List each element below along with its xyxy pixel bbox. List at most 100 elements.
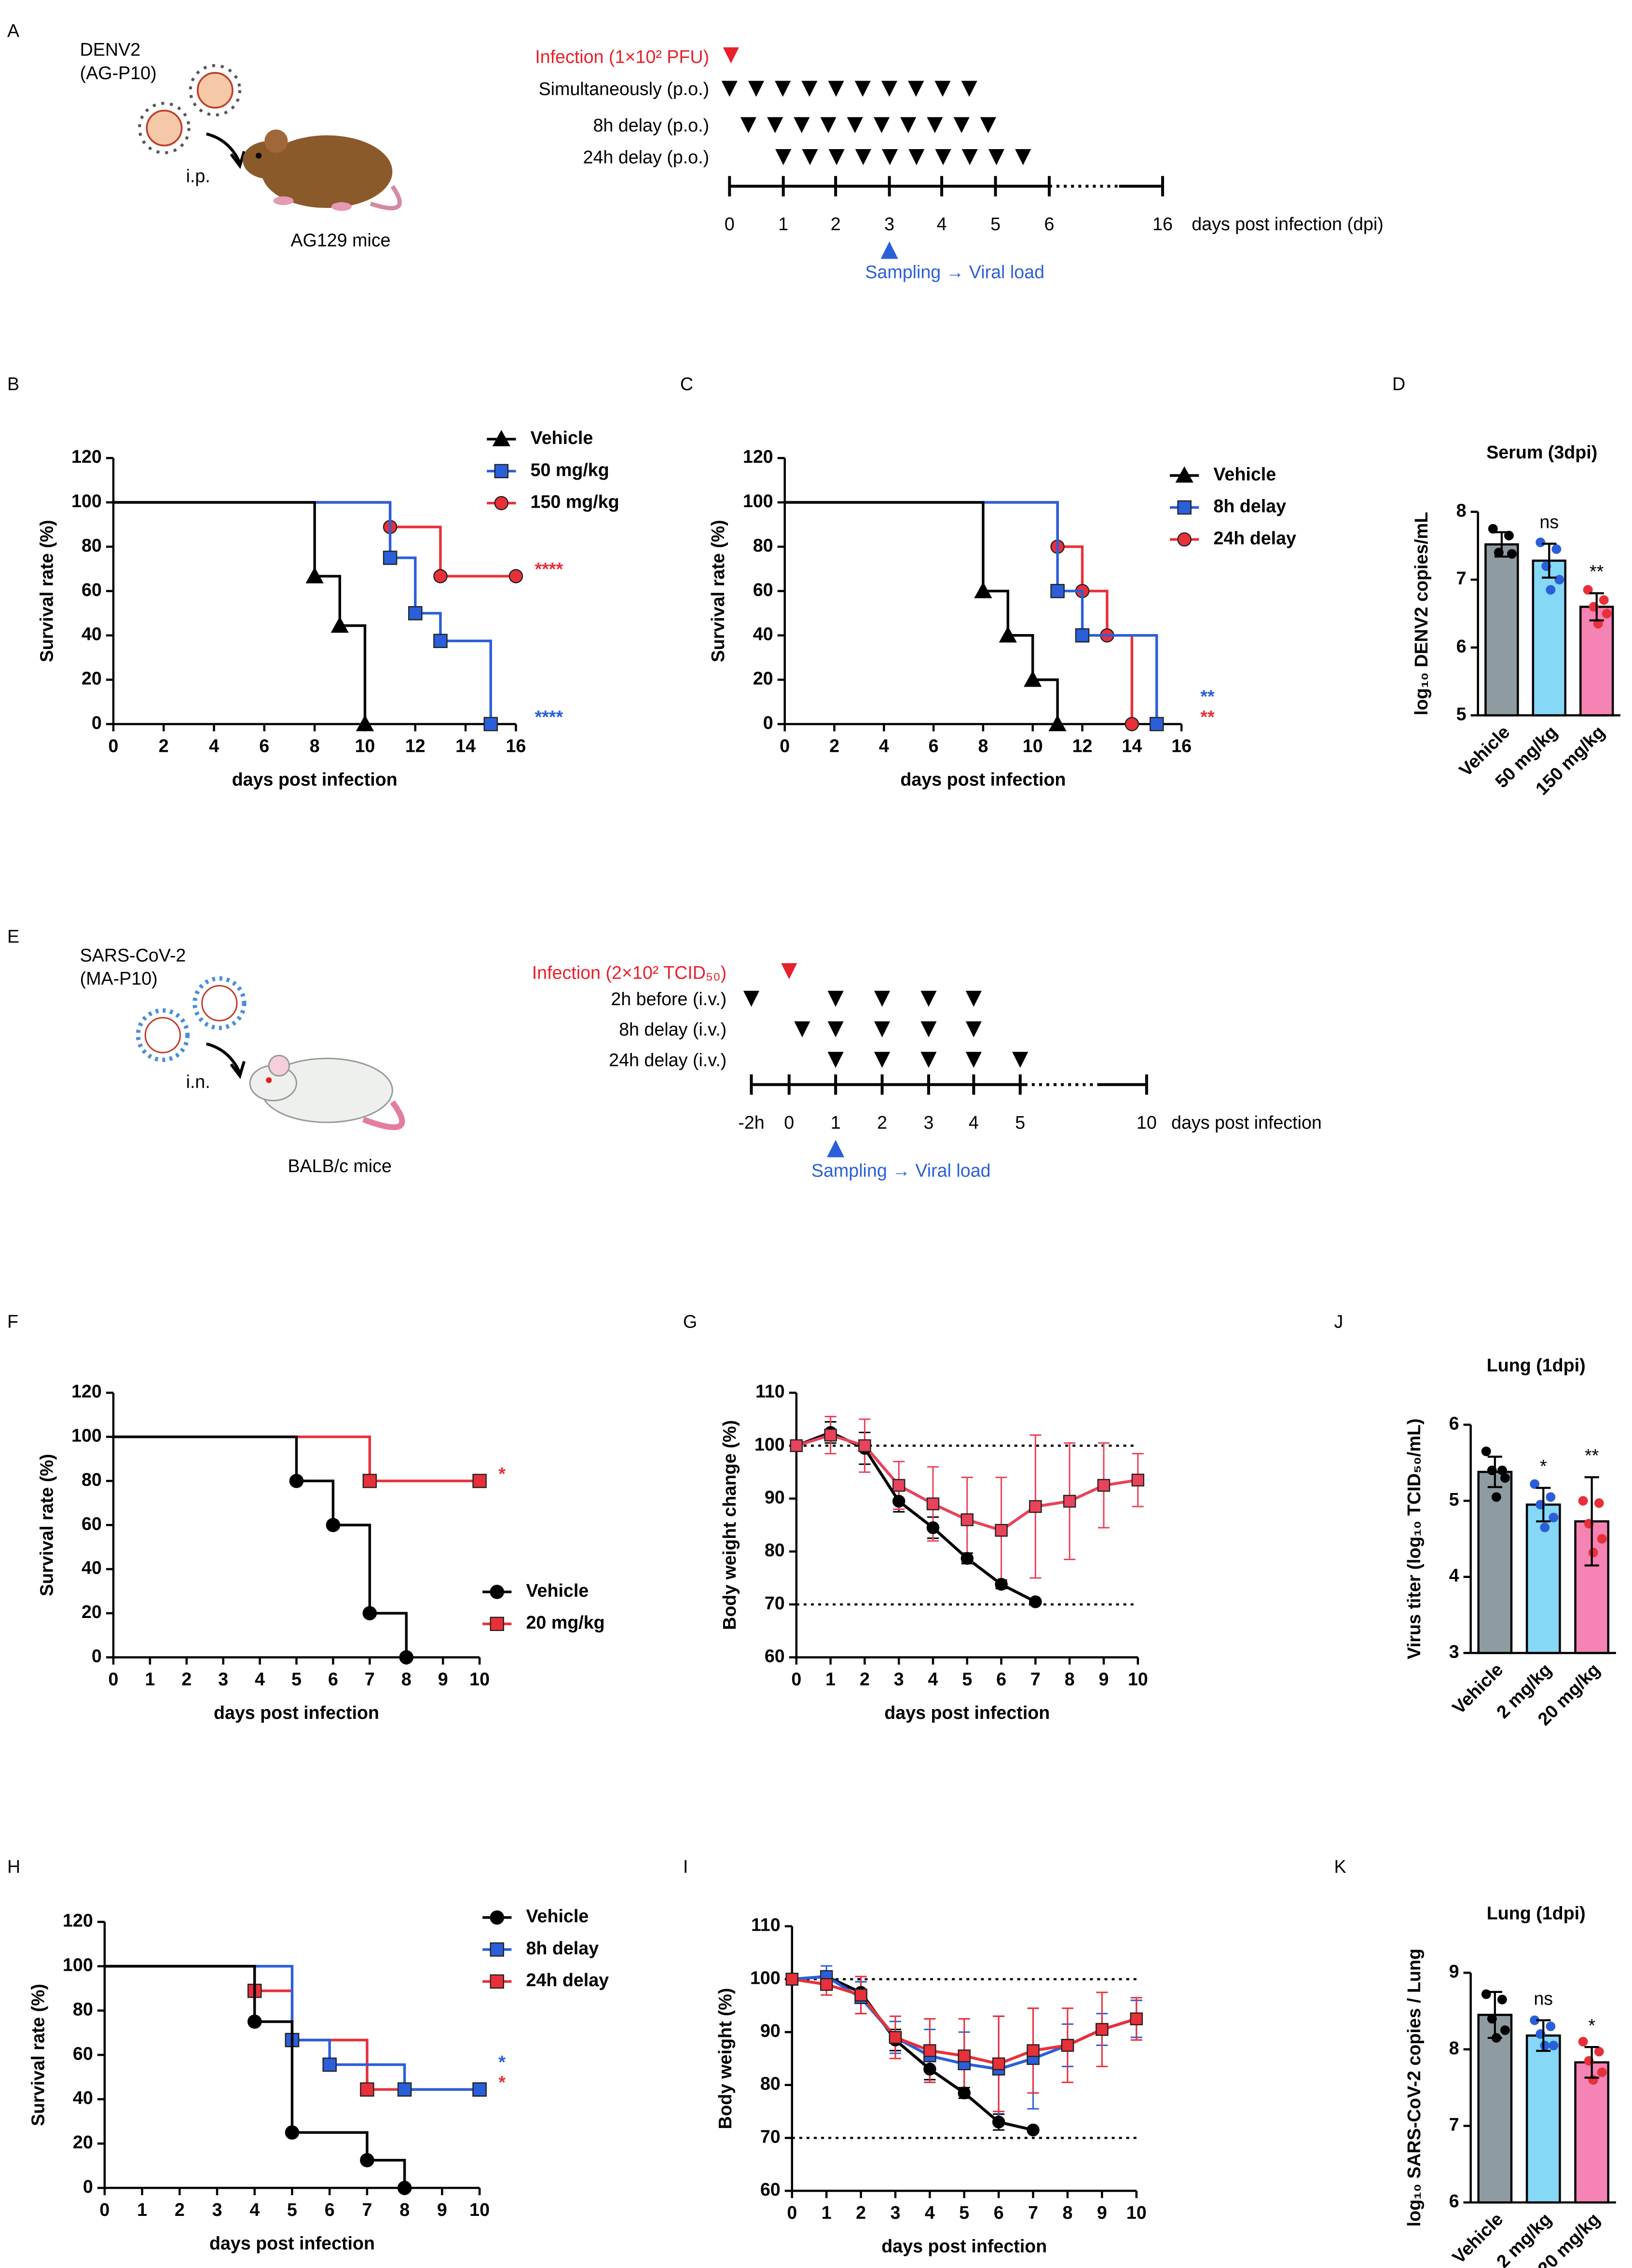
virus-strain: (MA-P10) (80, 968, 158, 989)
marker (1097, 1479, 1111, 1492)
x-tick-label: 10 (355, 736, 375, 756)
significance-label: ns (1539, 512, 1559, 532)
timeline-label: 1 (831, 1112, 841, 1133)
marker (1096, 2023, 1109, 2036)
survival-step (390, 556, 417, 613)
dose-arrow (1012, 1051, 1029, 1068)
marker (889, 2031, 902, 2044)
dose-arrow (980, 117, 996, 133)
dose-arrow (934, 81, 951, 97)
timeline-label: 6 (1044, 214, 1055, 234)
panel-label: B (7, 374, 19, 394)
data-point (1530, 1479, 1540, 1489)
x-axis-label: days post infection (884, 1702, 1050, 1723)
dose-arrow (801, 81, 818, 97)
x-tick-label: 14 (455, 736, 476, 756)
timeline-label: 4 (937, 214, 947, 234)
marker (892, 1494, 905, 1508)
marker (483, 717, 498, 732)
y-axis-label: log₁₀ SARS-CoV-2 copies / Lung (1404, 1949, 1424, 2227)
y-axis-label: Body weight (%) (715, 1988, 735, 2130)
infection-arrow (781, 963, 797, 980)
x-tick-label: 5 (287, 2199, 297, 2220)
x-tick-label: 5 (291, 1669, 302, 1689)
dose-arrow (988, 149, 1005, 166)
dose-arrow (740, 117, 756, 133)
significance-label: * (1588, 2015, 1595, 2035)
survival-step (1107, 634, 1134, 724)
marker (958, 2086, 971, 2100)
x-tick-label: 0 (109, 1669, 119, 1689)
timeline-label: -2h (738, 1112, 764, 1133)
data-point (1551, 544, 1562, 554)
significance-label: ** (1585, 1445, 1599, 1466)
y-tick-label: 100 (754, 1434, 785, 1454)
legend-marker (490, 1585, 505, 1599)
y-tick-label: 90 (760, 2020, 781, 2041)
timeline-label: 16 (1152, 214, 1173, 234)
marker (285, 2125, 300, 2140)
dose-arrow (873, 117, 890, 133)
bar (1525, 2034, 1561, 2204)
timeline-axis-label: days post infection (1171, 1112, 1322, 1133)
marker (960, 1552, 974, 1565)
significance-label: ** (1590, 561, 1604, 581)
marker (1027, 2044, 1040, 2057)
x-axis-label: days post infection (900, 769, 1066, 789)
y-tick-label: 100 (63, 1955, 93, 1975)
x-tick-label: 8 (1062, 2202, 1072, 2223)
marker (247, 2014, 262, 2029)
error-bar (1584, 2046, 1599, 2079)
survival-step (315, 575, 342, 626)
data-point (1507, 549, 1517, 559)
survival-step (254, 1989, 294, 2040)
y-tick-label: 40 (753, 624, 773, 644)
x-tick-label: 4 (249, 2199, 260, 2220)
survival-step (292, 2038, 331, 2065)
marker (326, 1518, 341, 1533)
y-tick-label: 6 (1449, 1413, 1459, 1433)
dose-arrow (900, 117, 917, 133)
y-tick-label: 8 (1456, 500, 1467, 521)
dose-arrow (874, 1051, 891, 1068)
marker (362, 1606, 377, 1620)
data-point (1481, 1989, 1491, 1999)
bar (1574, 2061, 1610, 2204)
virus-icons-e (136, 976, 247, 1079)
marker (1131, 1473, 1145, 1487)
x-tick-label: 2 (181, 1669, 192, 1689)
virus-name: DENV2 (80, 40, 141, 60)
dose-arrow (828, 149, 845, 166)
legend-marker (494, 496, 509, 511)
survival-step (113, 1435, 371, 1481)
survival-step (113, 1435, 298, 1481)
regimen-label: 8h delay (p.o.) (593, 115, 709, 135)
y-tick-label: 80 (753, 535, 773, 555)
data-point (1549, 2040, 1559, 2050)
x-tick-label: 12 (405, 736, 425, 756)
marker (958, 2049, 971, 2062)
data-point (1588, 2075, 1598, 2085)
error-bar (1589, 592, 1604, 622)
bar (1525, 1503, 1561, 1654)
timeline-label: 3 (884, 214, 894, 234)
marker (992, 2057, 1005, 2071)
dose-arrow (827, 991, 844, 1007)
dose-arrow (965, 991, 982, 1007)
survival-step (415, 612, 442, 641)
error-bar (1542, 542, 1557, 579)
x-tick-label: 9 (1097, 2202, 1107, 2223)
y-tick-label: 20 (73, 2132, 93, 2152)
marker (472, 2082, 487, 2097)
dose-arrow (881, 81, 898, 97)
legend-marker (494, 464, 509, 479)
dose-arrow (743, 991, 760, 1007)
significance-label: * (498, 1464, 506, 1484)
y-tick-label: 7 (1456, 568, 1467, 588)
data-point (1597, 1534, 1607, 1544)
marker (360, 2153, 374, 2168)
data-point (1597, 2067, 1607, 2077)
data-point (1497, 1466, 1507, 1476)
dose-arrow (802, 149, 818, 166)
